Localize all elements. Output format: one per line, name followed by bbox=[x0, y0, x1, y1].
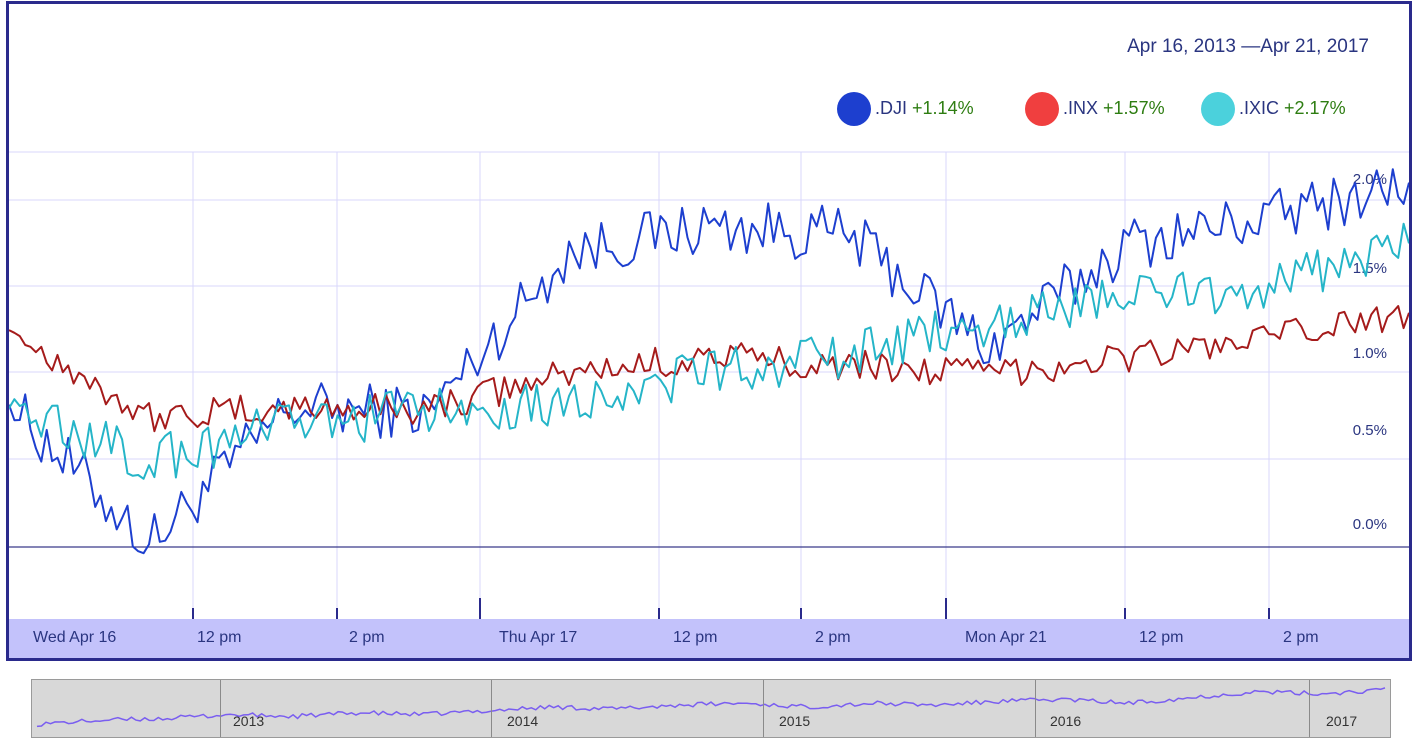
time-label: 12 pm bbox=[197, 629, 242, 646]
y-tick-label: 0.5% bbox=[1353, 422, 1387, 439]
time-label: Thu Apr 17 bbox=[499, 629, 578, 646]
y-tick-label: 1.5% bbox=[1353, 260, 1387, 277]
navigator-line bbox=[36, 687, 1386, 728]
year-divider bbox=[491, 680, 492, 737]
date-range-label: Apr 16, 2013 —Apr 21, 2017 bbox=[1127, 36, 1369, 57]
time-label: 12 pm bbox=[673, 629, 718, 646]
legend-series-name: .DJI bbox=[875, 98, 908, 118]
year-label: 2016 bbox=[1050, 713, 1082, 729]
y-tick-label: 2.0% bbox=[1353, 171, 1387, 188]
year-label: 2017 bbox=[1326, 713, 1358, 729]
legend-series-change: +1.57% bbox=[1103, 98, 1165, 118]
legend-swatch bbox=[1201, 92, 1235, 126]
year-divider bbox=[763, 680, 764, 737]
time-label: 2 pm bbox=[815, 629, 851, 646]
legend-series-change: +1.14% bbox=[912, 98, 974, 118]
year-label: 2015 bbox=[779, 713, 811, 729]
chart-frame: 2.0% 1.5% 1.0% 0.5% 0.0% Apr 16, 2013 —Apr 2… bbox=[6, 1, 1412, 661]
series-line-dji bbox=[9, 168, 1409, 555]
year-divider bbox=[220, 680, 221, 737]
series-line-inx bbox=[9, 305, 1409, 433]
legend-series-name: .IXIC bbox=[1239, 98, 1280, 118]
time-label: Mon Apr 21 bbox=[965, 629, 1047, 646]
time-axis: Wed Apr 16 12 pm 2 pm Thu Apr 17 12 pm 2… bbox=[9, 619, 1409, 658]
year-divider bbox=[1035, 680, 1036, 737]
year-label: 2013 bbox=[233, 713, 265, 729]
navigator-sparkline bbox=[36, 687, 1386, 728]
year-label: 2014 bbox=[507, 713, 539, 729]
y-tick-label: 1.0% bbox=[1353, 345, 1387, 362]
series-line-ixic bbox=[9, 222, 1409, 480]
time-label: 12 pm bbox=[1139, 629, 1184, 646]
y-tick-label: 0.0% bbox=[1353, 516, 1387, 533]
legend-series-name: .INX bbox=[1063, 98, 1099, 118]
legend-series-change: +2.17% bbox=[1284, 98, 1346, 118]
range-navigator[interactable]: 2013 2014 2015 2016 2017 bbox=[31, 679, 1391, 738]
time-label: Wed Apr 16 bbox=[33, 629, 117, 646]
time-label: 2 pm bbox=[1283, 629, 1319, 646]
time-label: 2 pm bbox=[349, 629, 385, 646]
year-divider bbox=[1309, 680, 1310, 737]
chart-plot: 2.0% 1.5% 1.0% 0.5% 0.0% bbox=[9, 151, 1409, 619]
legend-swatch bbox=[837, 92, 871, 126]
legend-swatch bbox=[1025, 92, 1059, 126]
